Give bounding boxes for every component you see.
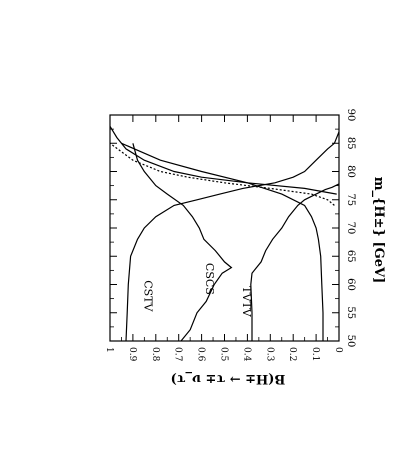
y-tick-label: 0.5 xyxy=(219,347,229,362)
y-tick-label: 0.6 xyxy=(196,347,206,362)
y-axis-label: B(H± → τ± ν_τ) xyxy=(171,371,286,386)
y-tick-label: 0.9 xyxy=(127,347,137,362)
series-line-curve-3 xyxy=(121,142,324,341)
series-line-cstv xyxy=(125,131,340,342)
y-tick-label: 0.1 xyxy=(310,347,320,361)
x-tick-label: 85 xyxy=(345,137,356,150)
y-tick-label: 0.8 xyxy=(150,347,160,362)
curve-label-cstv: CSTV xyxy=(141,280,154,312)
curve-label-tvtv: TVTV xyxy=(240,286,253,318)
curve-label-cscs: CSCS xyxy=(203,263,216,295)
y-tick-label: 0.2 xyxy=(287,347,297,361)
x-tick-label: 90 xyxy=(345,109,356,122)
x-axis-label: m_{H±} [GeV] xyxy=(371,177,386,283)
x-tick-label: 65 xyxy=(345,250,356,263)
x-tick-label: 50 xyxy=(345,335,356,348)
x-tick-label: 55 xyxy=(345,306,356,319)
series-layer xyxy=(109,125,340,342)
y-axis: 0 0.1 0.2 0.3 0.4 0.5 0.6 0.7 0.8 0.9 1 xyxy=(104,115,343,362)
x-tick-label: 60 xyxy=(345,278,356,291)
y-tick-label: 0 xyxy=(333,347,343,353)
y-tick-label: 0.3 xyxy=(264,347,274,362)
y-tick-label: 0.7 xyxy=(173,347,183,362)
series-line-cscs xyxy=(132,143,233,342)
curve-labels: CSTV CSCS TVTV xyxy=(141,263,252,318)
series-line-curve-5 xyxy=(109,142,335,206)
x-tick-label: 80 xyxy=(345,165,356,178)
y-tick-label: 0.4 xyxy=(241,347,251,362)
x-tick-label: 70 xyxy=(345,222,356,235)
x-tick-label: 75 xyxy=(345,193,356,206)
x-axis: 50 55 60 65 70 75 80 85 90 xyxy=(110,109,356,348)
series-line-curve-4 xyxy=(109,125,337,195)
series-line-tvtv xyxy=(250,183,340,341)
y-tick-label: 1 xyxy=(104,347,114,353)
